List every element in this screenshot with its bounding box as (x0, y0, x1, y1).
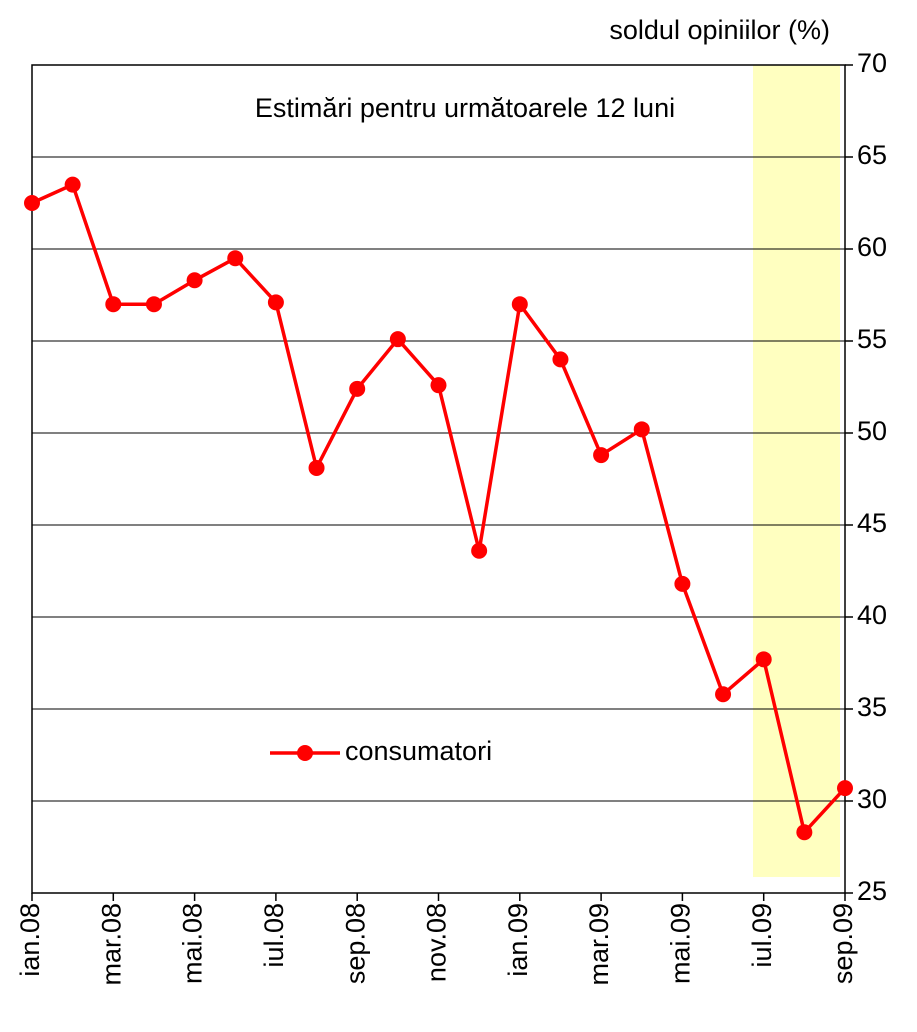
series-marker (145, 296, 162, 313)
legend-label: consumatori (345, 736, 492, 766)
series-marker (267, 294, 284, 311)
y-tick-label: 40 (857, 600, 887, 630)
x-tick-label: ian.08 (15, 903, 45, 977)
series-marker (24, 195, 40, 211)
x-tick-label: iul.08 (259, 903, 289, 968)
y-tick-label: 50 (857, 416, 887, 446)
y-tick-label: 55 (857, 324, 887, 354)
series-marker (227, 250, 244, 267)
series-marker (715, 686, 732, 703)
annotation: Estimări pentru următoarele 12 luni (255, 93, 675, 123)
series-marker (471, 542, 488, 559)
x-tick-label: mai.08 (178, 903, 208, 984)
x-tick-label: sep.08 (340, 903, 370, 984)
x-tick-label: nov.08 (422, 903, 452, 982)
y-axis-label: soldul opiniilor (%) (609, 15, 830, 45)
y-tick-label: 45 (857, 508, 887, 538)
series-marker (105, 296, 122, 313)
plot-frame (31, 64, 846, 894)
series-marker (389, 331, 406, 348)
series-marker (308, 459, 325, 476)
y-tick-label: 35 (857, 692, 887, 722)
forecast-highlight (753, 65, 840, 877)
series-marker (552, 351, 569, 368)
x-tick-label: iul.09 (747, 903, 777, 968)
series-marker (64, 176, 81, 193)
legend-marker (297, 745, 313, 761)
y-tick-label: 25 (857, 876, 887, 906)
x-tick-label: mai.09 (666, 903, 696, 984)
y-tick-label: 30 (857, 784, 887, 814)
series-marker (837, 780, 853, 797)
series-marker (633, 421, 650, 438)
series-line (31, 182, 847, 836)
series-marker (186, 272, 203, 289)
series-marker (349, 380, 366, 397)
x-tick-label: mar.09 (584, 903, 614, 986)
y-tick-label: 65 (857, 140, 887, 170)
x-tick-label: mar.08 (96, 903, 126, 986)
series-marker (674, 575, 691, 592)
series-marker (511, 296, 528, 313)
y-tick-label: 70 (857, 48, 887, 78)
x-tick-label: sep.09 (828, 903, 858, 984)
series-marker (593, 447, 610, 464)
series-marker (430, 377, 447, 394)
series-marker (796, 824, 813, 841)
x-tick-label: ian.09 (503, 903, 533, 977)
series-marker (755, 651, 772, 668)
y-tick-label: 60 (857, 232, 887, 262)
